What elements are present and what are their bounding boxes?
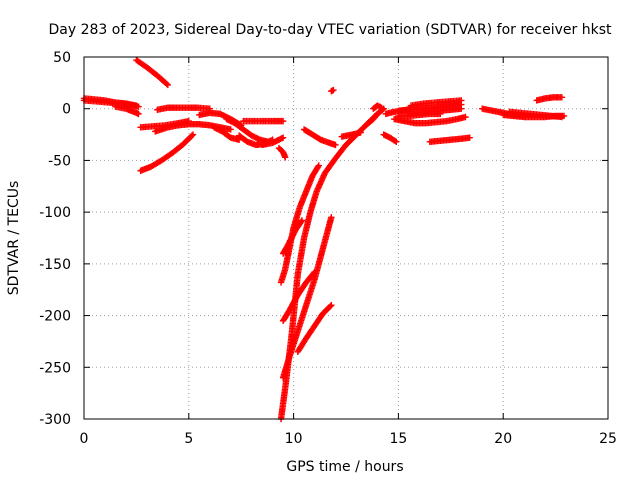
data-point — [466, 134, 473, 141]
series-arc-38 — [533, 94, 566, 104]
data-point — [135, 103, 142, 110]
data-point — [282, 154, 289, 161]
data-point — [328, 302, 335, 309]
data-point — [558, 94, 566, 101]
chart-title: Day 283 of 2023, Sidereal Day-to-day VTE… — [49, 22, 612, 38]
data-point — [298, 217, 306, 224]
series-arc-03 — [112, 103, 142, 118]
series-arc-33 — [395, 110, 444, 120]
series-arc-21 — [294, 302, 335, 355]
data-point — [332, 141, 339, 149]
data-point — [357, 129, 364, 136]
series-arc-18 — [279, 217, 306, 257]
series-arc-26 — [370, 102, 385, 112]
plot-area — [80, 56, 568, 423]
y-tick-label: -250 — [39, 360, 71, 376]
series-arc-27 — [380, 131, 400, 146]
series-arc-23 — [328, 86, 337, 95]
data-point — [437, 110, 444, 118]
data-point — [279, 134, 287, 141]
data-point — [297, 218, 305, 225]
x-tick-label: 20 — [494, 431, 512, 447]
data-point — [227, 126, 234, 133]
series-arc-04 — [133, 56, 172, 89]
series-arc-14 — [258, 134, 287, 149]
y-tick-label: -150 — [39, 257, 71, 273]
data-point — [135, 110, 142, 118]
y-tick-label: -50 — [48, 153, 71, 169]
x-tick-label: 10 — [285, 431, 303, 447]
data-point — [164, 81, 172, 89]
y-tick-label: -200 — [39, 309, 71, 325]
data-point — [462, 113, 469, 121]
y-tick-label: 0 — [62, 102, 71, 118]
data-point — [314, 163, 322, 171]
series-arc-24 — [338, 129, 364, 140]
series-arc-20 — [279, 214, 335, 381]
series-arc-08 — [154, 104, 213, 113]
data-point — [393, 138, 400, 146]
plot-frame — [83, 56, 609, 420]
x-tick-label: 25 — [599, 431, 617, 447]
data-point — [378, 104, 385, 111]
series-arc-32 — [391, 113, 469, 127]
data-point — [458, 105, 465, 112]
series-arc-31 — [407, 97, 465, 109]
y-axis-label: SDTVAR / TECUs — [6, 181, 22, 296]
data-point — [327, 303, 334, 310]
y-tick-label: -300 — [39, 412, 71, 428]
data-point — [330, 86, 337, 94]
y-tick-label: -100 — [39, 205, 71, 221]
x-tick-label: 0 — [80, 431, 89, 447]
data-point — [189, 131, 197, 138]
axis-ticks: 0 5 10 15 20 25 50 0 -50 -100 -150 -200 -250 -300 — [39, 50, 617, 447]
x-axis-label: GPS time / hours — [286, 459, 403, 475]
series-arc-34 — [426, 134, 473, 146]
x-tick-label: 15 — [389, 431, 407, 447]
series-arc-05 — [137, 131, 197, 174]
data-point — [391, 137, 399, 145]
data-point — [163, 80, 170, 88]
data-point — [315, 162, 322, 169]
x-tick-label: 5 — [184, 431, 193, 447]
series-arc-13 — [240, 117, 287, 125]
series-arc-10 — [210, 124, 243, 143]
series-arc-15 — [275, 144, 289, 161]
data-point — [279, 117, 287, 125]
data-point — [188, 132, 196, 139]
data-point — [328, 214, 335, 221]
series-arc-02 — [80, 97, 142, 110]
series-arc-19 — [279, 268, 318, 324]
series-arc-22 — [300, 126, 339, 149]
data-point — [458, 97, 465, 104]
data-point — [558, 113, 566, 121]
y-tick-label: 50 — [53, 50, 71, 66]
series-arc-16 — [277, 110, 381, 423]
series-arc-37 — [506, 108, 566, 121]
